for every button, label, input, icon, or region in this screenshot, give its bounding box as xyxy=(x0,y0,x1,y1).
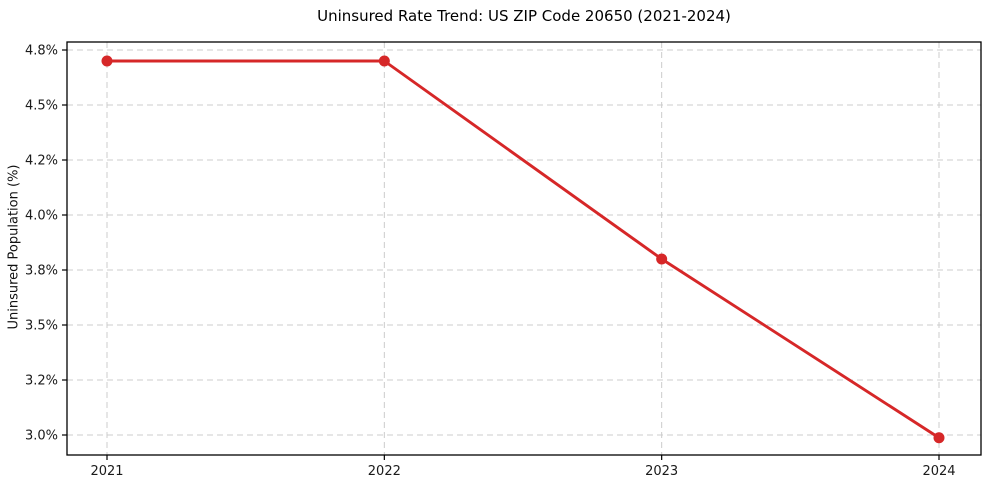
x-tick-label: 2022 xyxy=(368,464,401,479)
y-tick-label: 4.0% xyxy=(25,209,58,224)
chart-title: Uninsured Rate Trend: US ZIP Code 20650 … xyxy=(317,7,731,25)
plot-frame xyxy=(66,41,982,456)
series-line xyxy=(105,59,941,440)
y-tick-label: 4.8% xyxy=(25,44,58,59)
y-tick-labels: 4.8% 4.5% 4.2% 4.0% 3.8% 3.5% 3.2% 3.0% xyxy=(25,44,58,444)
x-tick-label: 2023 xyxy=(645,464,678,479)
y-tick-label: 3.8% xyxy=(25,264,58,279)
data-point-marker xyxy=(656,253,668,265)
axis-tick-marks xyxy=(62,49,940,460)
gridlines xyxy=(67,42,981,455)
x-tick-labels: 2021 2022 2023 2024 xyxy=(90,464,955,479)
y-tick-label: 3.0% xyxy=(25,429,58,444)
y-tick-label: 3.5% xyxy=(25,319,58,334)
y-tick-label: 4.5% xyxy=(25,99,58,114)
data-point-marker xyxy=(101,55,113,67)
data-point-marker xyxy=(378,55,390,67)
y-tick-label: 4.2% xyxy=(25,154,58,169)
data-point-marker xyxy=(933,432,945,444)
y-tick-label: 3.2% xyxy=(25,374,58,389)
x-tick-label: 2021 xyxy=(90,464,123,479)
x-tick-label: 2024 xyxy=(922,464,955,479)
